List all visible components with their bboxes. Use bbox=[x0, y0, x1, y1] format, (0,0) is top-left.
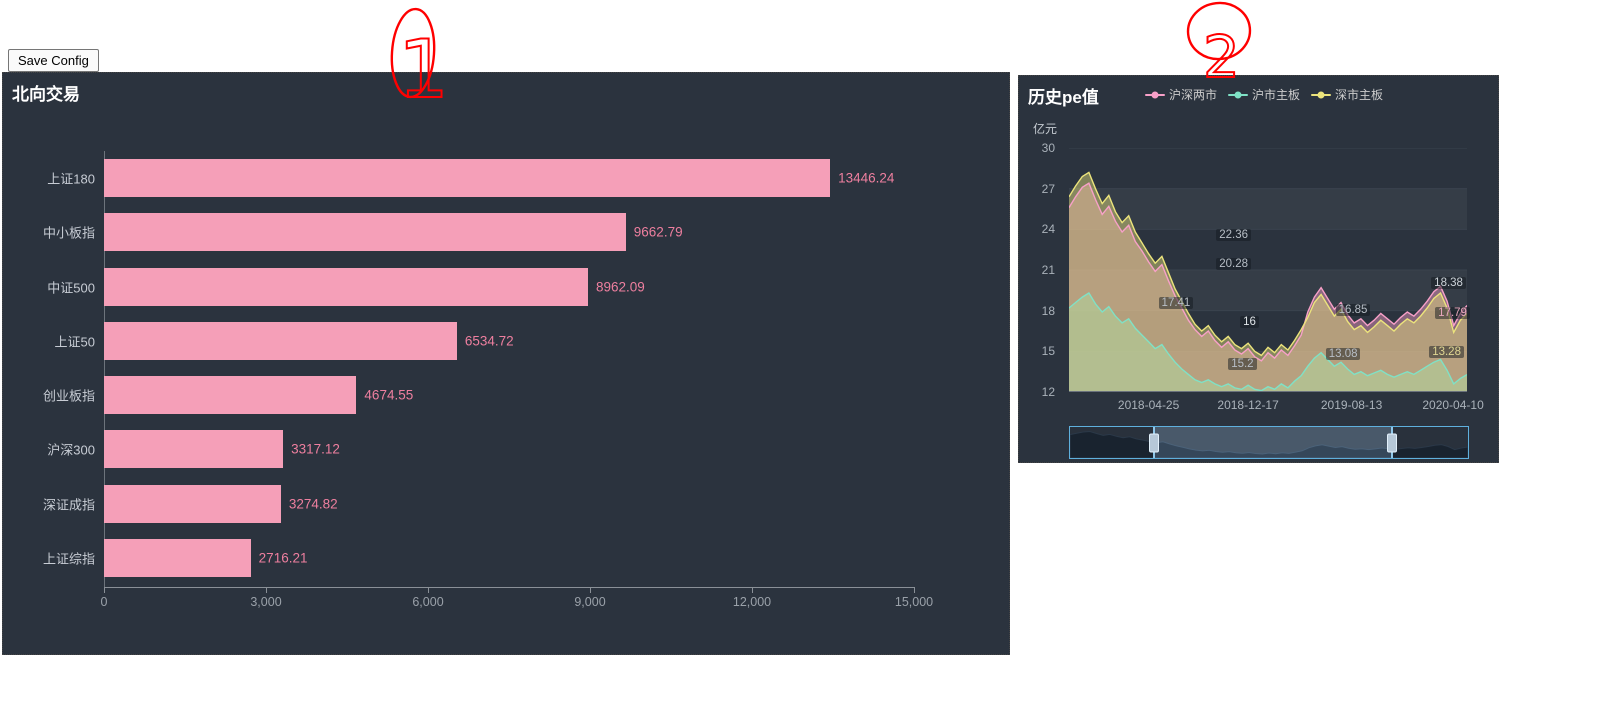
datazoom-handle-end[interactable] bbox=[1387, 433, 1398, 452]
bar-value-label: 3274.82 bbox=[288, 496, 338, 512]
pe-chart-plot[interactable]: 22.36 20.28 17.41 16 15.2 16.85 13.08 18.38 17.7… bbox=[1069, 148, 1470, 392]
x-axis-tick-label: 6,000 bbox=[412, 595, 444, 609]
legend-label: 沪深两市 bbox=[1169, 88, 1218, 102]
y-axis-tick-label: 24 bbox=[1041, 222, 1055, 237]
bar-0[interactable] bbox=[104, 159, 831, 197]
x-axis-tick-label: 12,000 bbox=[732, 595, 772, 609]
x-axis-tick-label: 2018-12-17 bbox=[1217, 398, 1279, 412]
x-axis-tick-label: 2019-08-13 bbox=[1320, 398, 1383, 412]
bar-row: 上证综指 2716.21 bbox=[43, 531, 914, 585]
pe-area-chart[interactable] bbox=[1069, 148, 1467, 392]
series-area-1 bbox=[1069, 293, 1467, 392]
bar-x-axis-labels: 0 3,000 6,000 9,000 12,000 15,000 bbox=[100, 595, 934, 611]
y-axis-tick-label: 30 bbox=[1041, 141, 1055, 155]
bar-chart-title: 北向交易 bbox=[12, 85, 80, 104]
pe-y-axis-unit-label: 亿元 bbox=[1033, 122, 1058, 136]
series-line-2 bbox=[1069, 171, 1467, 357]
y-axis-tick-label: 18 bbox=[1041, 303, 1055, 318]
x-axis-tick-label: 2020-04-10 bbox=[1422, 398, 1484, 412]
x-axis-tickmark bbox=[590, 588, 591, 593]
series-line-1 bbox=[1069, 292, 1467, 392]
bar-2[interactable] bbox=[104, 267, 588, 306]
x-axis-tickmark bbox=[914, 588, 915, 593]
bar-value-label: 13446.24 bbox=[838, 170, 895, 186]
bar-category-label: 上证综指 bbox=[42, 551, 95, 567]
series-area-2 bbox=[1069, 172, 1467, 392]
datazoom-selected-range[interactable] bbox=[1153, 427, 1393, 458]
bar-row: 深证成指 3274.82 bbox=[43, 477, 914, 531]
datazoom-unselected-right bbox=[1392, 427, 1468, 458]
bar-value-label: 4674.55 bbox=[364, 387, 414, 403]
split-area-band bbox=[1069, 351, 1467, 392]
datazoom-data-shadow bbox=[1070, 430, 1468, 458]
save-config-button[interactable]: Save Config bbox=[8, 49, 99, 72]
bar-value-label: 9662.79 bbox=[633, 224, 683, 240]
bar-category-label: 上证180 bbox=[47, 171, 95, 187]
bar-category-label: 上证50 bbox=[54, 334, 95, 350]
bar-value-label: 2716.21 bbox=[258, 550, 308, 566]
legend-item-1[interactable]: 沪市主板 bbox=[1228, 86, 1300, 103]
bar-row: 上证180 13446.24 bbox=[47, 151, 914, 205]
split-area-band bbox=[1069, 188, 1467, 230]
pe-legend: 沪深两市 沪市主板 深市主板 bbox=[1145, 86, 1383, 103]
datazoom-handle-start[interactable] bbox=[1148, 433, 1159, 452]
bar-value-label: 8962.09 bbox=[595, 279, 645, 295]
split-area-band bbox=[1069, 148, 1467, 189]
bar-1[interactable] bbox=[104, 213, 626, 252]
bar-3[interactable] bbox=[104, 321, 457, 360]
x-axis-tick-label: 0 bbox=[100, 595, 108, 609]
bar-5[interactable] bbox=[104, 430, 284, 469]
pe-chart-title: 历史pe值 bbox=[1028, 88, 1099, 107]
pe-y-axis-labels: 30 27 24 21 18 15 12 bbox=[1019, 141, 1061, 399]
bar-category-label: 中小板指 bbox=[42, 225, 95, 241]
bar-row: 创业板指 4674.55 bbox=[43, 368, 914, 422]
bar-row: 中小板指 9662.79 bbox=[43, 205, 914, 259]
bar-category-label: 沪深300 bbox=[47, 442, 95, 458]
bar-row: 中证500 8962.09 bbox=[47, 260, 914, 314]
datazoom-unselected-left bbox=[1070, 427, 1154, 458]
bar-category-label: 中证500 bbox=[47, 280, 95, 296]
legend-marker-icon bbox=[1228, 90, 1249, 99]
x-axis-tick-label: 15,000 bbox=[894, 595, 934, 609]
bar-value-label: 3317.12 bbox=[291, 441, 340, 457]
northbound-trading-panel: 北向交易 上证180 13446.24 中小板指 9662.79 中证500 8962.0… bbox=[2, 72, 1010, 655]
split-area-band bbox=[1069, 270, 1467, 311]
bar-6[interactable] bbox=[104, 484, 281, 523]
x-axis-tick-label: 3,000 bbox=[250, 595, 282, 609]
x-axis-tickmark bbox=[428, 588, 429, 593]
legend-item-2[interactable]: 深市主板 bbox=[1311, 86, 1383, 103]
x-axis-tick-label: 2018-04-25 bbox=[1117, 398, 1180, 412]
bar-7[interactable] bbox=[104, 538, 251, 577]
x-axis-tickmark bbox=[266, 588, 267, 593]
bar-x-axis-ticks bbox=[104, 588, 915, 593]
legend-item-0[interactable]: 沪深两市 bbox=[1145, 86, 1217, 103]
annotation-circle-2 bbox=[1186, 1, 1252, 61]
x-axis-tickmark bbox=[752, 588, 753, 593]
y-axis-tick-label: 21 bbox=[1041, 263, 1055, 277]
datazoom-slider[interactable] bbox=[1069, 426, 1469, 459]
x-axis-tick-label: 9,000 bbox=[574, 595, 606, 609]
legend-label: 深市主板 bbox=[1335, 88, 1384, 102]
y-axis-tick-label: 27 bbox=[1041, 181, 1055, 196]
bar-category-label: 创业板指 bbox=[42, 388, 95, 404]
pe-history-panel: 历史pe值 沪深两市 沪市主板 深市主板 亿元 30 27 24 21 18 15 12 22.… bbox=[1018, 75, 1499, 463]
bar-chart-plot[interactable]: 上证180 13446.24 中小板指 9662.79 中证500 8962.09 上证50… bbox=[43, 151, 914, 585]
bar-y-axis-line bbox=[104, 151, 105, 588]
bar-row: 上证50 6534.72 bbox=[55, 314, 914, 368]
x-axis-tickmark bbox=[104, 588, 105, 593]
legend-label: 沪市主板 bbox=[1252, 88, 1301, 102]
bar-row: 沪深300 3317.12 bbox=[47, 422, 914, 476]
y-axis-tick-label: 15 bbox=[1041, 344, 1055, 359]
series-line-0 bbox=[1069, 182, 1467, 362]
legend-marker-icon bbox=[1145, 90, 1165, 99]
bar-x-axis-line bbox=[104, 587, 915, 588]
bar-value-label: 6534.72 bbox=[464, 333, 514, 349]
legend-marker-icon bbox=[1311, 90, 1332, 99]
y-axis-tick-label: 12 bbox=[1041, 385, 1055, 399]
bar-category-label: 深证成指 bbox=[42, 497, 95, 513]
bar-4[interactable] bbox=[104, 376, 357, 414]
series-area-0 bbox=[1069, 183, 1467, 392]
pe-x-axis-labels: 2018-04-25 2018-12-17 2019-08-13 2020-04-10 bbox=[1069, 398, 1484, 413]
